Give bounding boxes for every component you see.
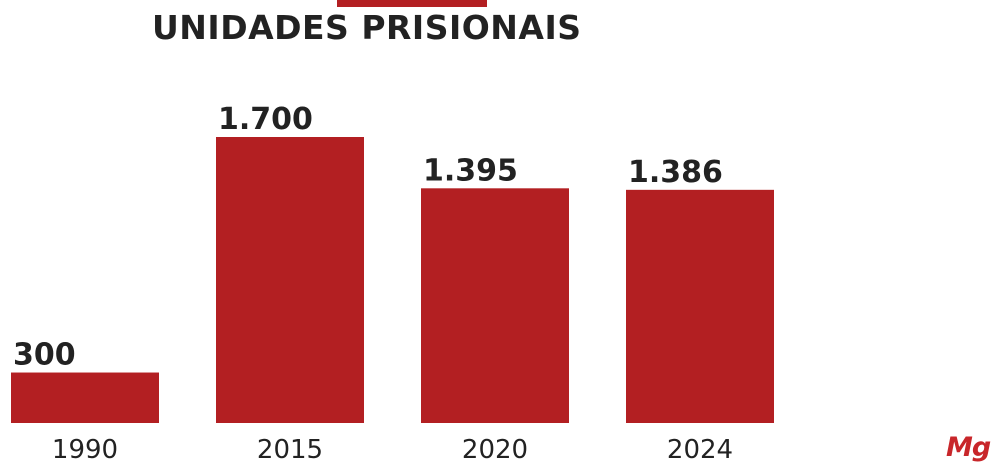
value-label-2024: 1.386 [628, 155, 723, 190]
category-label-2020: 2020 [462, 435, 528, 465]
bar-1990 [11, 372, 159, 423]
bar-2024 [626, 189, 774, 423]
value-label-1990: 300 [13, 338, 76, 373]
bar-2015 [216, 137, 364, 423]
category-label-2015: 2015 [257, 435, 323, 465]
bar-2020 [421, 188, 569, 423]
category-label-1990: 1990 [52, 435, 118, 465]
title-accent-bar [337, 0, 487, 7]
category-label-2024: 2024 [667, 435, 733, 465]
value-label-2015: 1.700 [218, 102, 313, 137]
value-label-2020: 1.395 [423, 153, 518, 188]
publisher-logo: Mg [946, 432, 991, 463]
chart-title: UNIDADES PRISIONAIS [152, 8, 582, 47]
